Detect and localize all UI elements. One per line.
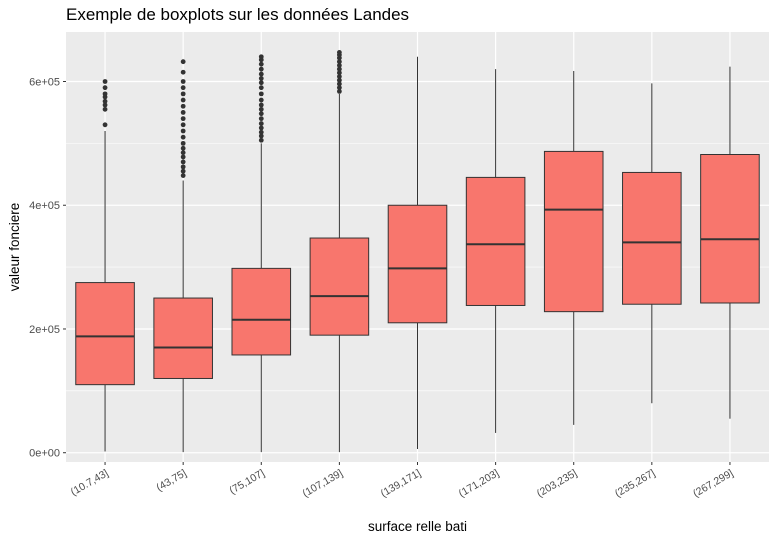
outlier-point xyxy=(258,91,264,97)
box-7 xyxy=(622,83,682,404)
y-tick-label: 4e+05 xyxy=(29,200,60,212)
outlier-point xyxy=(180,103,186,109)
outlier-point xyxy=(180,134,186,140)
outlier-point xyxy=(258,121,264,126)
x-axis: (10.7,43] (43,75] (75,107] (107,139] (139,17… xyxy=(69,462,736,500)
box-iqr xyxy=(153,297,213,379)
y-axis: 0e+00 2e+05 4e+05 6e+05 xyxy=(29,76,66,460)
outlier-point xyxy=(258,116,264,122)
outlier-point xyxy=(258,54,264,60)
box-2 xyxy=(231,54,292,453)
y-axis-title: valeur fonciere xyxy=(7,203,22,292)
outlier-point xyxy=(102,122,108,128)
outlier-point xyxy=(336,81,342,87)
box-3 xyxy=(309,50,370,453)
outlier-point xyxy=(336,63,342,68)
x-tick-label: (139,171] xyxy=(379,467,423,500)
outlier-point xyxy=(180,140,186,146)
outlier-point xyxy=(336,66,342,72)
outlier-point xyxy=(258,66,264,72)
outlier-point xyxy=(336,88,342,94)
outlier-point xyxy=(258,102,264,108)
outlier-point xyxy=(180,150,186,156)
outlier-point xyxy=(180,79,186,84)
x-tick-label: (107,139] xyxy=(300,467,344,500)
box-iqr xyxy=(231,267,292,356)
outlier-point xyxy=(258,61,264,67)
outlier-point xyxy=(336,70,342,76)
outlier-point xyxy=(180,116,186,122)
outlier-point xyxy=(336,50,342,55)
outlier-point xyxy=(180,110,186,115)
outlier-point xyxy=(258,111,264,117)
outlier-point xyxy=(180,59,186,65)
outlier-point xyxy=(180,122,186,128)
x-tick-label: (267,299] xyxy=(691,467,735,500)
x-tick-label: (10.7,43] xyxy=(69,467,111,498)
outlier-point xyxy=(180,164,186,170)
outlier-point xyxy=(102,106,108,112)
outlier-point xyxy=(102,85,108,91)
box-4 xyxy=(387,56,448,450)
outlier-point xyxy=(336,77,342,83)
x-axis-title: surface relle bati xyxy=(368,519,467,534)
outlier-point xyxy=(258,137,264,143)
box-iqr xyxy=(387,204,448,324)
outlier-point xyxy=(180,69,186,75)
outlier-point xyxy=(258,85,264,91)
box-iqr xyxy=(309,237,370,336)
outlier-point xyxy=(258,125,264,131)
outlier-point xyxy=(258,129,264,135)
x-tick-label: (171,203] xyxy=(457,467,501,500)
x-tick-label: (235,267] xyxy=(613,467,657,500)
outlier-point xyxy=(102,98,108,104)
y-tick-label: 0e+00 xyxy=(29,448,60,460)
box-iqr xyxy=(465,176,526,306)
x-tick-label: (43,75] xyxy=(154,467,188,494)
box-iqr xyxy=(700,154,760,304)
box-0 xyxy=(75,79,135,452)
outlier-point xyxy=(258,133,264,139)
outlier-point xyxy=(180,91,186,97)
outlier-point xyxy=(102,79,108,84)
box-iqr xyxy=(543,150,604,313)
boxes xyxy=(75,50,760,453)
x-tick-label: (203,235] xyxy=(535,467,579,500)
outlier-point xyxy=(102,102,108,108)
box-iqr xyxy=(75,282,135,386)
outlier-point xyxy=(258,76,264,81)
outlier-point xyxy=(258,80,264,86)
outlier-point xyxy=(180,145,186,151)
outlier-point xyxy=(180,128,186,134)
outlier-point xyxy=(258,106,264,112)
outlier-point xyxy=(180,173,186,178)
y-tick-label: 2e+05 xyxy=(29,324,60,336)
box-8 xyxy=(700,66,760,419)
outlier-point xyxy=(180,159,186,165)
y-tick-label: 6e+05 xyxy=(29,76,60,88)
outlier-point xyxy=(258,97,264,103)
outlier-point xyxy=(336,74,342,79)
outlier-point xyxy=(102,91,108,97)
outlier-point xyxy=(180,85,186,91)
outlier-point xyxy=(258,71,264,77)
x-tick-label: (75,107] xyxy=(227,467,266,497)
chart-title: Exemple de boxplots sur les données Land… xyxy=(66,5,410,24)
outlier-point xyxy=(336,85,342,91)
outlier-point xyxy=(180,168,186,174)
box-1 xyxy=(153,59,213,453)
outlier-point xyxy=(336,59,342,65)
outlier-point xyxy=(180,154,186,160)
outlier-point xyxy=(180,97,186,103)
box-6 xyxy=(543,70,604,425)
box-iqr xyxy=(622,171,682,305)
box-5 xyxy=(465,69,526,433)
